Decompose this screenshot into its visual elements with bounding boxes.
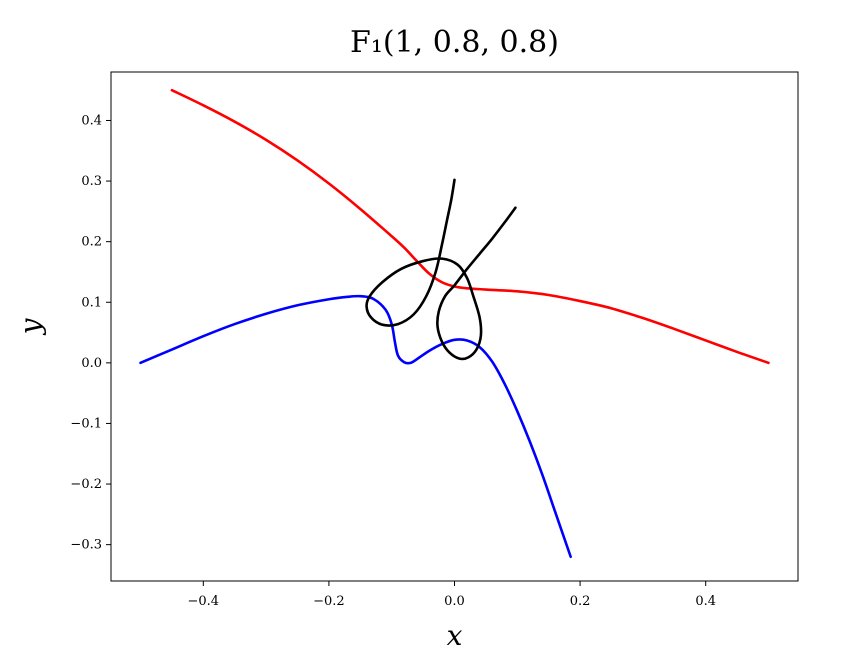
x-tick-label: 0.0 — [444, 594, 465, 609]
y-tick-label: 0.0 — [81, 356, 102, 371]
x-tick-label: −0.4 — [188, 594, 220, 609]
x-tick-label: 0.2 — [570, 594, 591, 609]
y-tick-label: 0.2 — [81, 235, 102, 250]
x-tick-label: 0.4 — [695, 594, 716, 609]
red-curve — [170, 88, 770, 365]
blue-curve — [139, 294, 572, 559]
y-axis-ticks: −0.3 −0.2 −0.1 0.0 0.1 0.2 0.3 0.4 — [70, 113, 111, 553]
x-axis-label: x — [447, 619, 463, 652]
y-tick-label: 0.1 — [81, 295, 102, 310]
x-tick-label: −0.2 — [313, 594, 345, 609]
y-tick-label: 0.4 — [81, 113, 102, 128]
chart-title: F₁(1, 0.8, 0.8) — [350, 25, 559, 60]
black-curve — [365, 178, 517, 361]
y-tick-label: −0.2 — [70, 477, 102, 492]
plot-frame — [110, 71, 799, 582]
y-axis-label: y — [14, 317, 47, 336]
x-axis-ticks: −0.4 −0.2 0.0 0.2 0.4 — [188, 581, 716, 609]
y-tick-label: −0.1 — [70, 416, 102, 431]
y-tick-label: −0.3 — [70, 538, 102, 553]
series-lines — [139, 88, 770, 559]
y-tick-label: 0.3 — [81, 174, 102, 189]
